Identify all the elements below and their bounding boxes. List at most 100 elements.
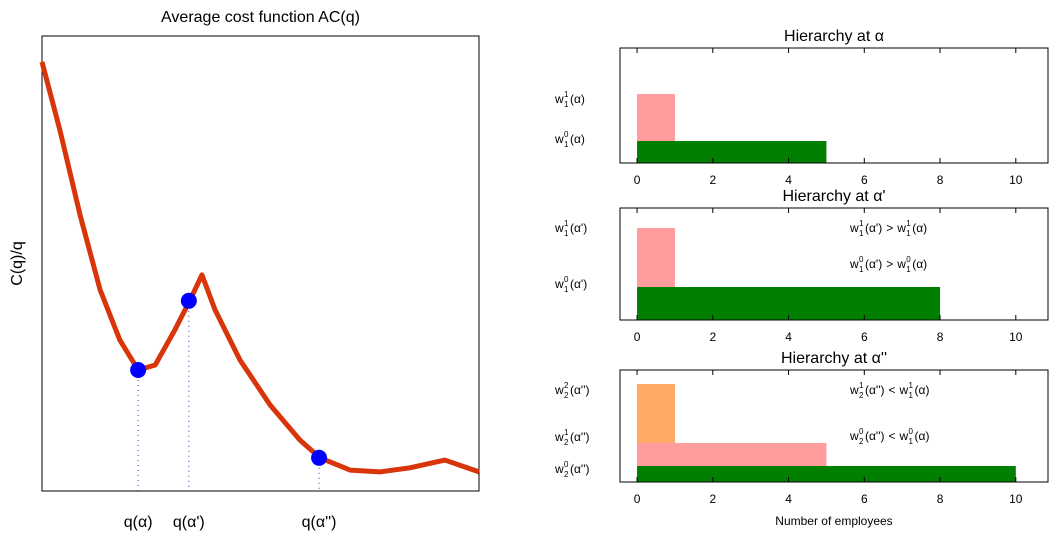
math-base: w bbox=[554, 92, 564, 106]
math-arg: (α) bbox=[915, 383, 930, 397]
math-base: w bbox=[554, 132, 564, 146]
x-tick-label: 0 bbox=[634, 173, 641, 187]
math-arg: (α) bbox=[912, 257, 927, 271]
bar bbox=[637, 443, 827, 466]
math-arg: (α'') bbox=[570, 383, 590, 397]
bar bbox=[637, 228, 675, 287]
x-tick-label: 10 bbox=[1009, 330, 1023, 344]
math-sub: 1 bbox=[564, 285, 569, 294]
math-arg: (α') bbox=[865, 257, 882, 271]
x-tick-label: 6 bbox=[861, 173, 868, 187]
math-sub: 2 bbox=[859, 437, 864, 446]
math-arg: (α) bbox=[570, 92, 585, 106]
math-sup: 1 bbox=[564, 219, 569, 228]
math-base: w bbox=[849, 221, 859, 235]
marker bbox=[311, 449, 328, 466]
math-sub: 1 bbox=[859, 229, 864, 238]
math-sub: 2 bbox=[564, 470, 569, 479]
math-base: w bbox=[849, 257, 859, 271]
math-sub: 1 bbox=[906, 265, 911, 274]
math-sub: 1 bbox=[859, 265, 864, 274]
x-tick-label: q(α') bbox=[173, 514, 205, 531]
x-tick-label: 4 bbox=[785, 330, 792, 344]
x-tick-label: 10 bbox=[1009, 492, 1023, 506]
cost-curve bbox=[39, 61, 480, 475]
annotation-operator: > bbox=[886, 257, 893, 271]
math-arg: (α'') bbox=[570, 462, 590, 476]
math-base: w bbox=[896, 221, 906, 235]
x-tick-label: 8 bbox=[937, 330, 944, 344]
marker bbox=[180, 292, 197, 309]
math-sub: 2 bbox=[564, 391, 569, 400]
marker bbox=[130, 361, 147, 378]
math-sup: 0 bbox=[564, 130, 569, 139]
math-sup: 1 bbox=[859, 381, 864, 390]
math-sub: 1 bbox=[564, 140, 569, 149]
x-tick-label: 2 bbox=[709, 330, 716, 344]
math-base: w bbox=[899, 429, 909, 443]
math-sup: 1 bbox=[859, 219, 864, 228]
panel-title: Hierarchy at α bbox=[784, 28, 884, 45]
math-sub: 1 bbox=[906, 229, 911, 238]
x-tick-label: q(α'') bbox=[302, 514, 337, 531]
panel-title: Hierarchy at α'' bbox=[781, 350, 887, 367]
plot-frame bbox=[619, 207, 1049, 321]
math-arg: (α') bbox=[570, 221, 587, 235]
math-sub: 2 bbox=[564, 438, 569, 447]
math-sub: 1 bbox=[909, 437, 914, 446]
x-tick-label: 8 bbox=[937, 173, 944, 187]
annotation-operator: < bbox=[889, 383, 896, 397]
y-axis-label: C(q)/q bbox=[9, 241, 26, 285]
math-sup: 1 bbox=[909, 381, 914, 390]
math-base: w bbox=[554, 430, 564, 444]
chart-title: Average cost function AC(q) bbox=[161, 9, 360, 26]
x-tick-label: 2 bbox=[709, 173, 716, 187]
plot-frame bbox=[41, 35, 480, 492]
math-base: w bbox=[896, 257, 906, 271]
math-sup: 2 bbox=[564, 381, 569, 390]
x-tick-label: 4 bbox=[785, 173, 792, 187]
math-sub: 1 bbox=[564, 229, 569, 238]
annotation-operator: < bbox=[889, 429, 896, 443]
math-sup: 0 bbox=[564, 275, 569, 284]
x-axis-label: Number of employees bbox=[775, 514, 892, 528]
math-arg: (α') bbox=[865, 221, 882, 235]
math-arg: (α'') bbox=[865, 429, 885, 443]
bar bbox=[637, 141, 827, 163]
math-sub: 1 bbox=[564, 100, 569, 109]
math-sup: 1 bbox=[564, 428, 569, 437]
math-arg: (α'') bbox=[570, 430, 590, 444]
math-base: w bbox=[849, 429, 859, 443]
bar bbox=[637, 384, 675, 443]
x-tick-label: 6 bbox=[861, 330, 868, 344]
math-base: w bbox=[849, 383, 859, 397]
math-sup: 1 bbox=[906, 219, 911, 228]
bar bbox=[637, 94, 675, 141]
math-base: w bbox=[554, 277, 564, 291]
math-arg: (α) bbox=[915, 429, 930, 443]
math-sub: 1 bbox=[909, 391, 914, 400]
annotation-operator: > bbox=[886, 221, 893, 235]
x-tick-label: 0 bbox=[634, 492, 641, 506]
math-arg: (α) bbox=[570, 132, 585, 146]
x-tick-label: 2 bbox=[709, 492, 716, 506]
math-sup: 0 bbox=[859, 255, 864, 264]
x-tick-label: 10 bbox=[1009, 173, 1023, 187]
math-sub: 2 bbox=[859, 391, 864, 400]
panel-title: Hierarchy at α' bbox=[783, 188, 886, 205]
math-base: w bbox=[554, 383, 564, 397]
math-sup: 0 bbox=[909, 427, 914, 436]
x-tick-label: 4 bbox=[785, 492, 792, 506]
math-arg: (α') bbox=[570, 277, 587, 291]
x-tick-label: 8 bbox=[937, 492, 944, 506]
bar bbox=[637, 287, 941, 320]
math-sup: 0 bbox=[564, 460, 569, 469]
x-tick-label: 0 bbox=[634, 330, 641, 344]
math-sup: 0 bbox=[859, 427, 864, 436]
math-arg: (α) bbox=[912, 221, 927, 235]
bar bbox=[637, 466, 1016, 482]
math-base: w bbox=[554, 462, 564, 476]
x-tick-label: 6 bbox=[861, 492, 868, 506]
math-sup: 0 bbox=[906, 255, 911, 264]
